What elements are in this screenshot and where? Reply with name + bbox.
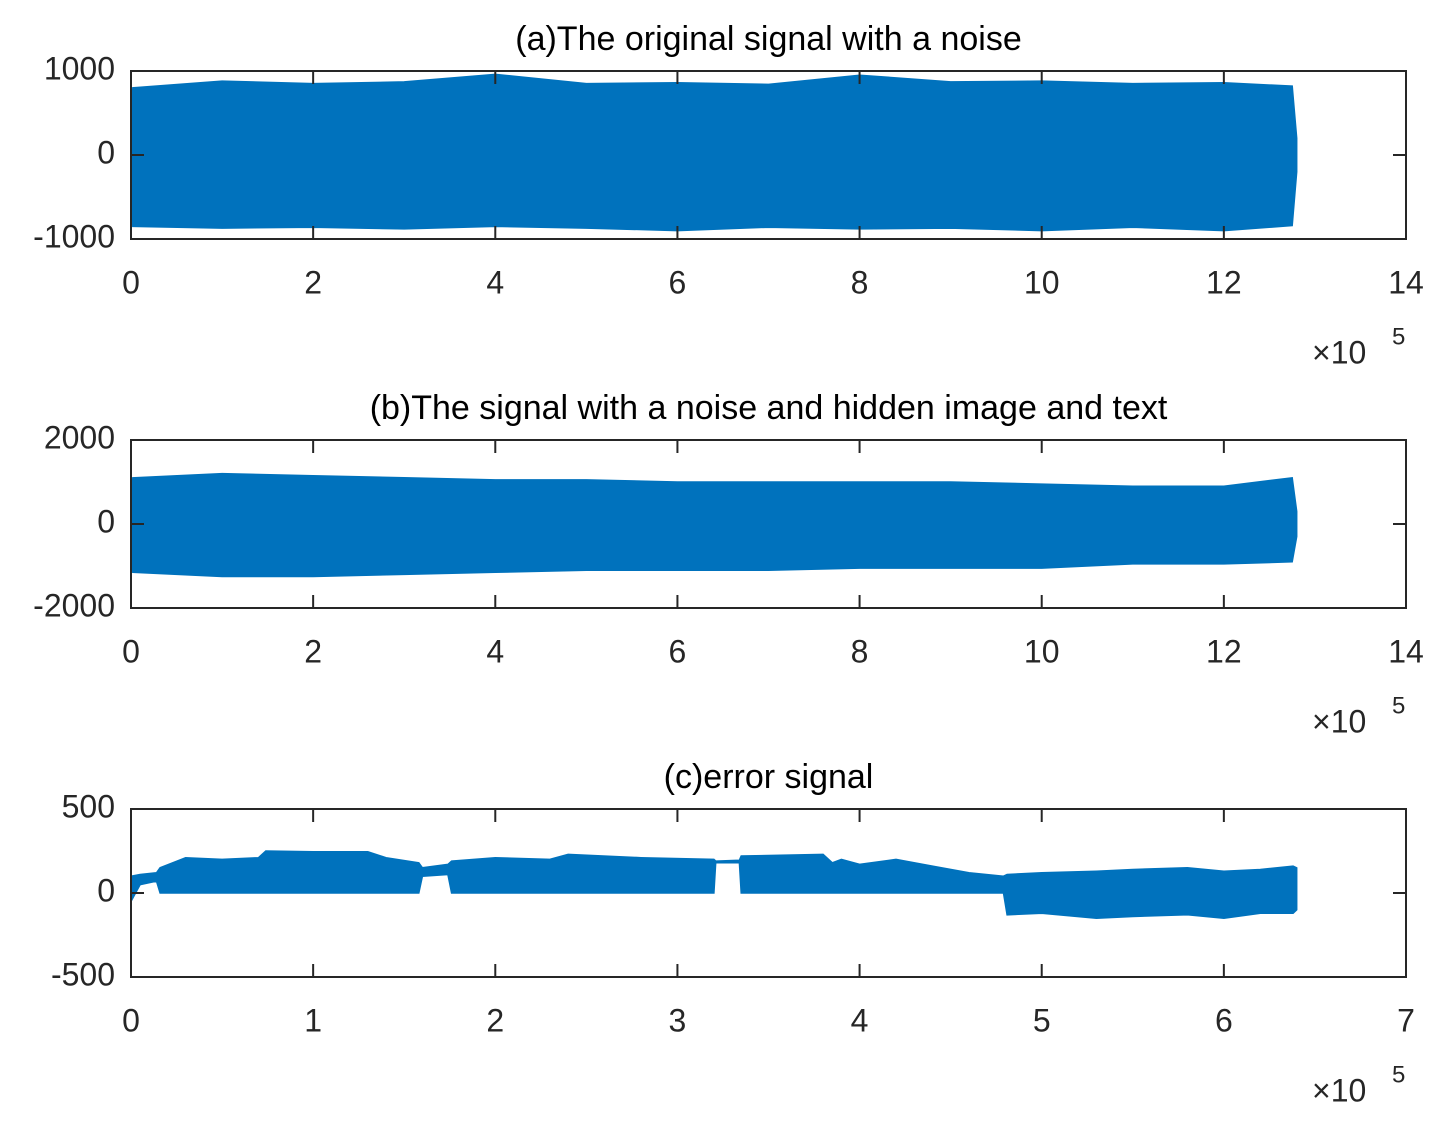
x-tick-label: 8: [851, 633, 869, 669]
x-tick-label: 7: [1397, 1002, 1415, 1038]
signal-band: [130, 472, 1298, 578]
x-multiplier: ×10: [1312, 334, 1366, 370]
x-tick-label: 4: [486, 264, 504, 300]
x-tick-label: 14: [1388, 633, 1424, 669]
signal-band: [130, 850, 1298, 919]
x-tick-label: 6: [669, 264, 687, 300]
x-tick-label: 4: [851, 1002, 869, 1038]
y-tick-label: 0: [97, 872, 115, 908]
x-tick-label: 0: [122, 633, 140, 669]
x-tick-label: 14: [1388, 264, 1424, 300]
x-tick-label: 1: [304, 1002, 322, 1038]
y-tick-label: -500: [51, 956, 115, 992]
y-tick-label: 1000: [44, 50, 115, 86]
x-multiplier: ×10: [1312, 703, 1366, 739]
x-tick-label: 3: [669, 1002, 687, 1038]
y-tick-label: 500: [62, 788, 115, 824]
x-tick-label: 12: [1206, 633, 1242, 669]
x-tick-label: 12: [1206, 264, 1242, 300]
signal-band: [130, 73, 1298, 232]
x-tick-label: 2: [304, 633, 322, 669]
x-tick-label: 0: [122, 264, 140, 300]
subplot-title: (b)The signal with a noise and hidden im…: [370, 389, 1168, 427]
x-multiplier: ×10: [1312, 1072, 1366, 1108]
x-exponent: 5: [1392, 1061, 1405, 1088]
subplot-title: (c)error signal: [664, 758, 874, 796]
x-tick-label: 4: [486, 633, 504, 669]
y-tick-label: 0: [97, 134, 115, 170]
x-exponent: 5: [1392, 692, 1405, 719]
x-tick-label: 6: [1215, 1002, 1233, 1038]
x-tick-label: 8: [851, 264, 869, 300]
x-exponent: 5: [1392, 323, 1405, 350]
x-tick-label: 2: [304, 264, 322, 300]
x-tick-label: 10: [1024, 264, 1060, 300]
x-tick-label: 6: [669, 633, 687, 669]
subplot-title: (a)The original signal with a noise: [515, 20, 1021, 58]
y-tick-label: -1000: [33, 218, 115, 254]
x-tick-label: 2: [486, 1002, 504, 1038]
y-tick-label: 0: [97, 503, 115, 539]
x-tick-label: 10: [1024, 633, 1060, 669]
x-tick-label: 5: [1033, 1002, 1051, 1038]
y-tick-label: -2000: [33, 587, 115, 623]
y-tick-label: 2000: [44, 419, 115, 455]
x-tick-label: 0: [122, 1002, 140, 1038]
